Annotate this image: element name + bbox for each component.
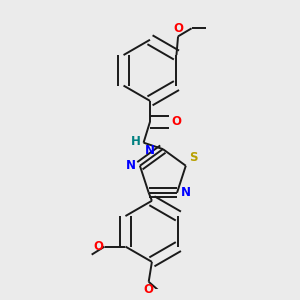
Text: O: O bbox=[144, 283, 154, 296]
Text: H: H bbox=[131, 135, 141, 148]
Text: N: N bbox=[145, 144, 155, 157]
Text: O: O bbox=[172, 115, 182, 128]
Text: N: N bbox=[126, 159, 136, 172]
Text: O: O bbox=[93, 240, 103, 253]
Text: S: S bbox=[189, 151, 197, 164]
Text: O: O bbox=[173, 22, 183, 35]
Text: N: N bbox=[181, 186, 191, 199]
